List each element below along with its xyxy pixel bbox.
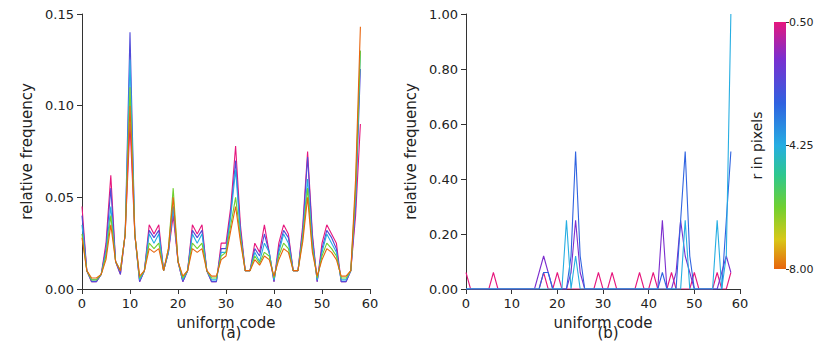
svg-text:uniform code: uniform code	[176, 313, 276, 332]
svg-text:0: 0	[78, 296, 86, 311]
svg-text:0.60: 0.60	[429, 117, 458, 132]
svg-text:relative frequency: relative frequency	[402, 83, 420, 220]
svg-text:0.00: 0.00	[45, 282, 74, 297]
svg-text:40: 40	[266, 296, 283, 311]
svg-text:20: 20	[170, 296, 187, 311]
svg-text:50: 50	[686, 296, 703, 311]
svg-text:60: 60	[732, 296, 749, 311]
svg-text:10: 10	[122, 296, 139, 311]
svg-text:30: 30	[218, 296, 235, 311]
svg-text:0.05: 0.05	[45, 190, 74, 205]
svg-text:0: 0	[462, 296, 470, 311]
svg-text:(b): (b)	[597, 324, 618, 342]
svg-text:0.40: 0.40	[429, 172, 458, 187]
svg-text:4.25: 4.25	[789, 139, 814, 152]
svg-text:0.15: 0.15	[45, 7, 74, 22]
svg-text:40: 40	[640, 296, 657, 311]
svg-text:relative frequency: relative frequency	[18, 83, 36, 220]
svg-text:0.00: 0.00	[429, 282, 458, 297]
svg-text:0.20: 0.20	[429, 227, 458, 242]
svg-text:0.80: 0.80	[429, 62, 458, 77]
svg-text:20: 20	[549, 296, 566, 311]
svg-text:0.50: 0.50	[789, 16, 814, 29]
svg-text:0.10: 0.10	[45, 98, 74, 113]
svg-text:1.00: 1.00	[429, 7, 458, 22]
svg-text:uniform code: uniform code	[553, 313, 653, 332]
svg-text:(a): (a)	[221, 324, 242, 342]
svg-text:10: 10	[503, 296, 520, 311]
svg-text:50: 50	[314, 296, 331, 311]
svg-text:60: 60	[362, 296, 379, 311]
svg-text:30: 30	[595, 296, 612, 311]
svg-text:8.00: 8.00	[789, 263, 814, 276]
svg-text:r in pixels: r in pixels	[749, 112, 765, 180]
